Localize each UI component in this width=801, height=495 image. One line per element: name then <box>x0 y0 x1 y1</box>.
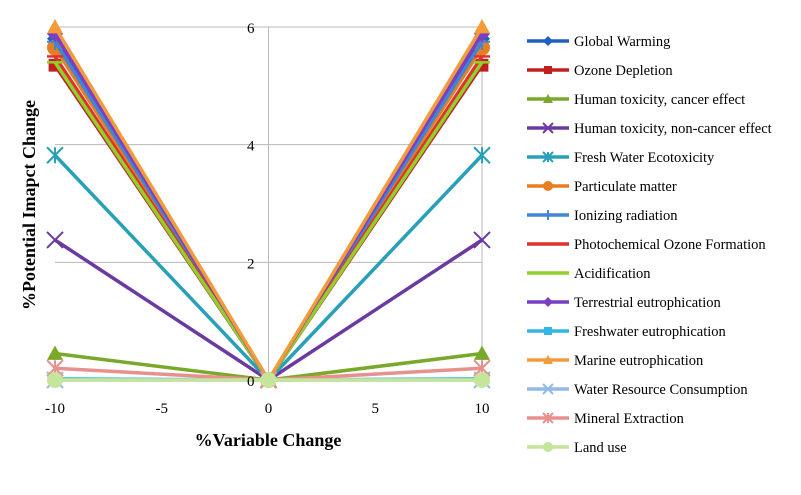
legend-item: Human toxicity, non-cancer effect <box>527 121 772 137</box>
x-tick-label: -5 <box>156 401 169 417</box>
legend-label: Marine eutrophication <box>574 353 704 369</box>
point-marker <box>47 345 63 360</box>
point-marker <box>260 372 277 388</box>
x-axis-title: %Variable Change <box>195 430 342 450</box>
point-marker <box>474 345 490 360</box>
point-marker <box>542 151 554 163</box>
point-marker <box>542 412 554 424</box>
legend-item: Ozone Depletion <box>527 63 673 79</box>
legend-item: Fresh Water Ecotoxicity <box>527 150 715 166</box>
legend-item: Global Warming <box>527 34 670 50</box>
legend: Global Warming Ozone Depletion Human toxic… <box>527 34 772 456</box>
point-marker <box>473 231 491 249</box>
x-tick-label: 0 <box>265 401 273 417</box>
legend-label: Ozone Depletion <box>574 63 673 79</box>
point-marker <box>473 146 491 164</box>
legend-item: Acidification <box>527 266 651 282</box>
legend-item: Particulate matter <box>527 179 677 195</box>
legend-label: Human toxicity, non-cancer effect <box>574 121 772 137</box>
point-marker <box>474 26 490 43</box>
legend-label: Terrestrial eutrophication <box>574 295 721 311</box>
legend-label: Fresh Water Ecotoxicity <box>574 150 715 166</box>
legend-label: Particulate matter <box>574 179 677 195</box>
point-marker <box>47 19 63 34</box>
tick-labels: 0 2 4 6 -10 -5 0 5 10 <box>45 21 490 417</box>
legend-item: Photochemical Ozone Formation <box>527 237 766 253</box>
point-marker <box>544 66 552 74</box>
legend-label: Human toxicity, cancer effect <box>574 92 745 108</box>
legend-item: Marine eutrophication <box>527 353 704 369</box>
y-tick-label: 2 <box>247 256 255 272</box>
legend-item: Water Resource Consumption <box>527 382 748 398</box>
point-marker <box>543 442 553 452</box>
legend-item: Terrestrial eutrophication <box>527 295 721 311</box>
legend-item: Mineral Extraction <box>527 411 685 427</box>
legend-item: Freshwater eutrophication <box>527 324 727 340</box>
y-axis-title: %Potential Imapct Change <box>19 100 39 310</box>
legend-item: Ionizing radiation <box>527 208 678 224</box>
y-tick-label: 4 <box>247 139 255 155</box>
point-marker <box>46 146 64 164</box>
series-lines <box>46 19 491 389</box>
x-tick-label: -10 <box>45 401 65 417</box>
point-marker <box>543 210 553 220</box>
point-marker <box>542 122 554 134</box>
point-marker <box>542 383 554 395</box>
point-marker <box>543 36 553 46</box>
point-marker <box>543 355 553 364</box>
legend-label: Photochemical Ozone Formation <box>574 237 766 253</box>
point-marker <box>543 94 553 103</box>
legend-label: Global Warming <box>574 34 670 50</box>
legend-label: Ionizing radiation <box>574 208 678 224</box>
point-marker <box>543 297 553 307</box>
legend-label: Freshwater eutrophication <box>574 324 727 340</box>
legend-label: Mineral Extraction <box>574 411 685 427</box>
point-marker <box>474 19 490 34</box>
point-marker <box>543 181 553 191</box>
series <box>47 372 490 388</box>
point-marker <box>474 372 490 388</box>
x-tick-label: 10 <box>475 401 490 417</box>
legend-label: Acidification <box>574 266 651 282</box>
y-tick-label: 6 <box>247 21 255 37</box>
y-tick-label: 0 <box>247 374 255 390</box>
legend-label: Water Resource Consumption <box>574 382 748 398</box>
legend-label: Land use <box>574 440 627 456</box>
point-marker <box>47 26 63 43</box>
legend-item: Human toxicity, cancer effect <box>527 92 745 108</box>
legend-item: Land use <box>527 440 627 456</box>
x-tick-label: 5 <box>372 401 380 417</box>
point-marker <box>46 231 64 249</box>
point-marker <box>544 327 552 335</box>
point-marker <box>47 372 63 388</box>
